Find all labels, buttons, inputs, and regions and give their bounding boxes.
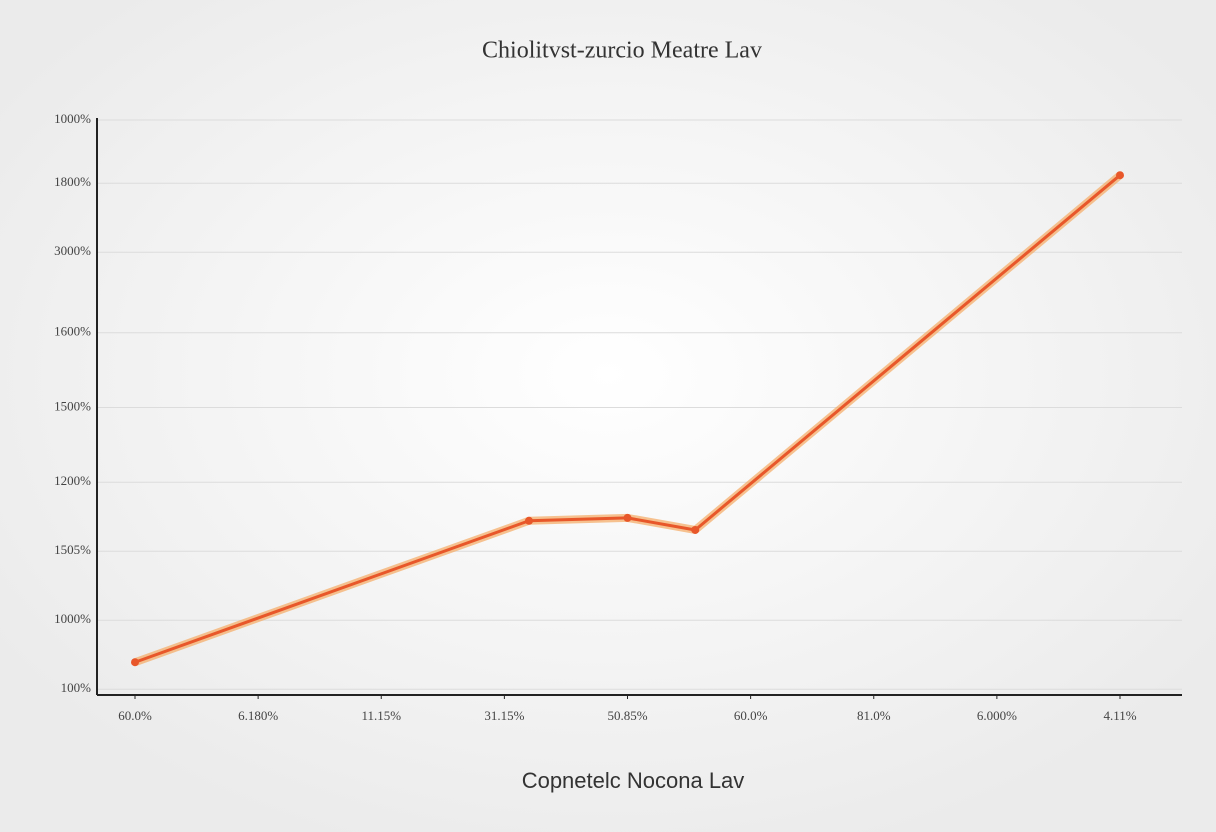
point bbox=[131, 658, 139, 667]
x-tick-label: 11.15% bbox=[361, 708, 401, 723]
y-tick-label: 3000% bbox=[54, 243, 91, 258]
x-tick-label: 6.000% bbox=[977, 708, 1017, 723]
y-tick-label: 1505% bbox=[54, 542, 91, 557]
point bbox=[1116, 171, 1124, 180]
x-tick-label: 50.85% bbox=[607, 708, 647, 723]
y-tick-label: 1000% bbox=[54, 611, 91, 626]
point bbox=[525, 516, 533, 525]
y-tick-label: 1800% bbox=[54, 174, 91, 189]
x-tick-label: 81.0% bbox=[857, 708, 891, 723]
x-tick-label: 6.180% bbox=[238, 708, 278, 723]
x-tick-label: 4.11% bbox=[1103, 708, 1136, 723]
y-tick-label: 1500% bbox=[54, 398, 91, 413]
x-tick-label: 31.15% bbox=[484, 708, 524, 723]
y-tick-label: 1000% bbox=[54, 111, 91, 126]
x-tick-label: 60.0% bbox=[734, 708, 768, 723]
plot-area bbox=[97, 119, 1182, 690]
y-tick-label: 100% bbox=[61, 680, 92, 695]
y-tick-label: 1600% bbox=[54, 324, 91, 339]
y-tick-label: 1200% bbox=[54, 473, 91, 488]
point bbox=[623, 513, 632, 522]
point bbox=[691, 525, 700, 534]
chart-title: Chiolitvst-zurcio Meatre Lav bbox=[482, 38, 762, 64]
x-axis-label: Copnetelc Nocona Lav bbox=[522, 768, 745, 793]
x-tick-label: 60.0% bbox=[118, 708, 152, 723]
